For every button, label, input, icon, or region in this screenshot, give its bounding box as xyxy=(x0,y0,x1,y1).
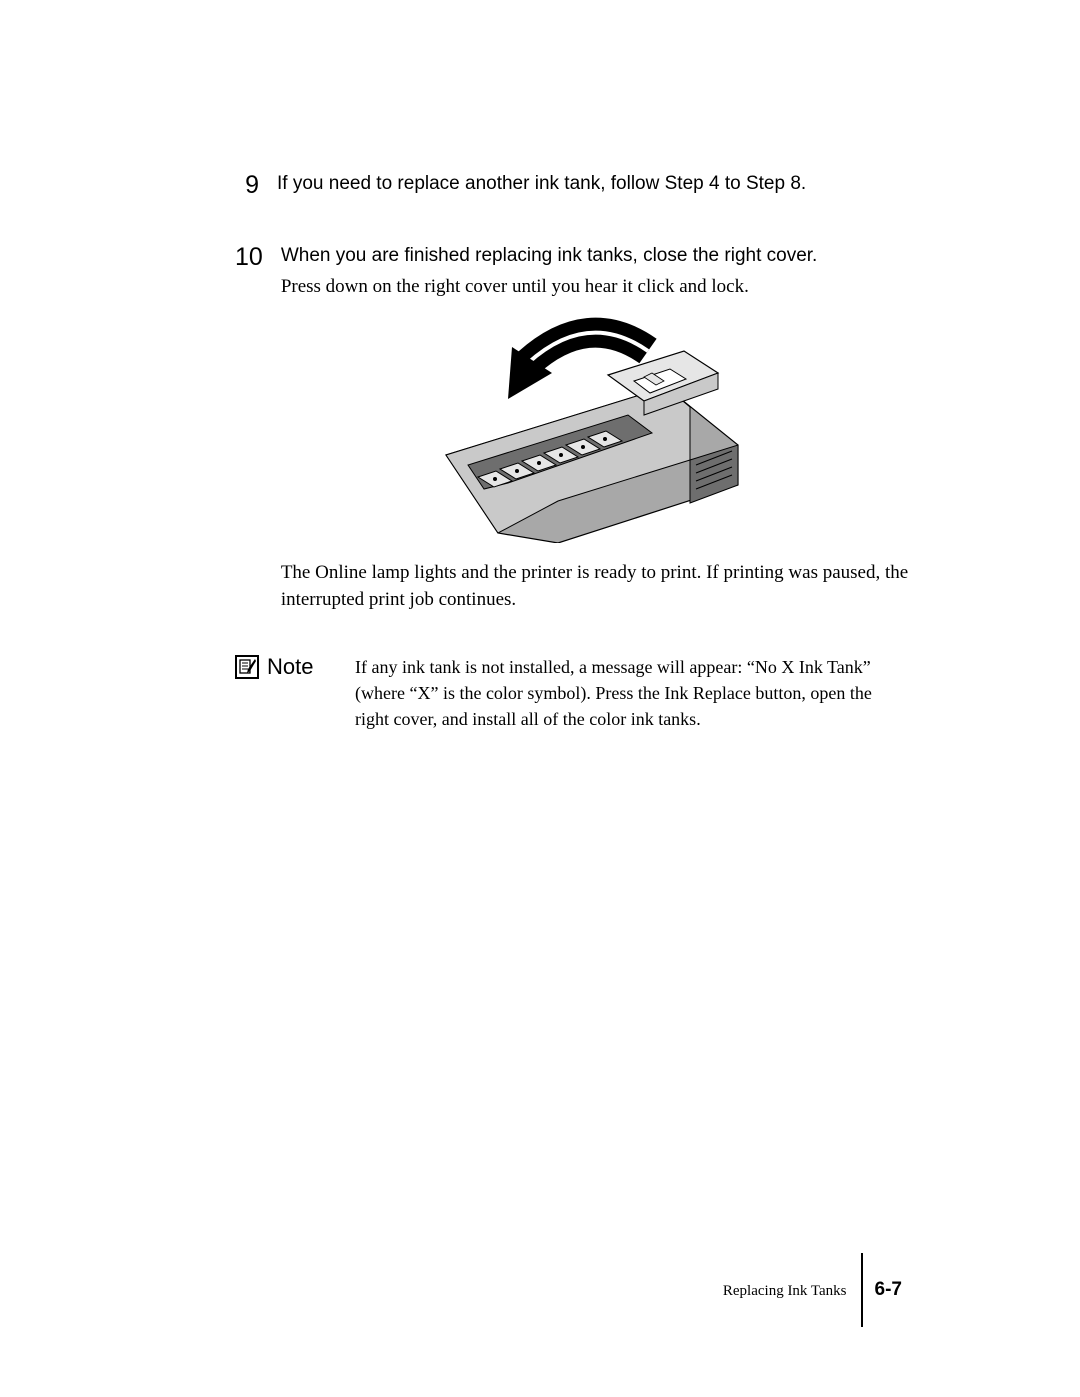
note-icon xyxy=(235,655,259,679)
footer-page-number: 6-7 xyxy=(875,1279,902,1301)
printer-illustration xyxy=(438,315,753,543)
note-text: If any ink tank is not installed, a mess… xyxy=(355,654,910,732)
step-number: 9 xyxy=(235,170,277,200)
step-10: 10 When you are finished replacing ink t… xyxy=(235,242,910,614)
note-label-column: Note xyxy=(235,654,355,680)
step-number: 10 xyxy=(235,242,281,272)
step-body: When you are finished replacing ink tank… xyxy=(281,242,910,614)
step-heading: When you are finished replacing ink tank… xyxy=(281,242,910,270)
page-content: 9 If you need to replace another ink tan… xyxy=(0,0,1080,1397)
page-footer: Replacing Ink Tanks 6-7 xyxy=(723,1279,902,1301)
step-detail: The Online lamp lights and the printer i… xyxy=(281,559,910,614)
step-9: 9 If you need to replace another ink tan… xyxy=(235,170,910,202)
step-heading: If you need to replace another ink tank,… xyxy=(277,170,910,198)
note-label: Note xyxy=(267,654,313,680)
step-body: If you need to replace another ink tank,… xyxy=(277,170,910,202)
footer-separator xyxy=(861,1253,863,1327)
step-detail: Press down on the right cover until you … xyxy=(281,273,910,301)
footer-section-title: Replacing Ink Tanks xyxy=(723,1280,849,1300)
note-block: Note If any ink tank is not installed, a… xyxy=(235,654,910,732)
